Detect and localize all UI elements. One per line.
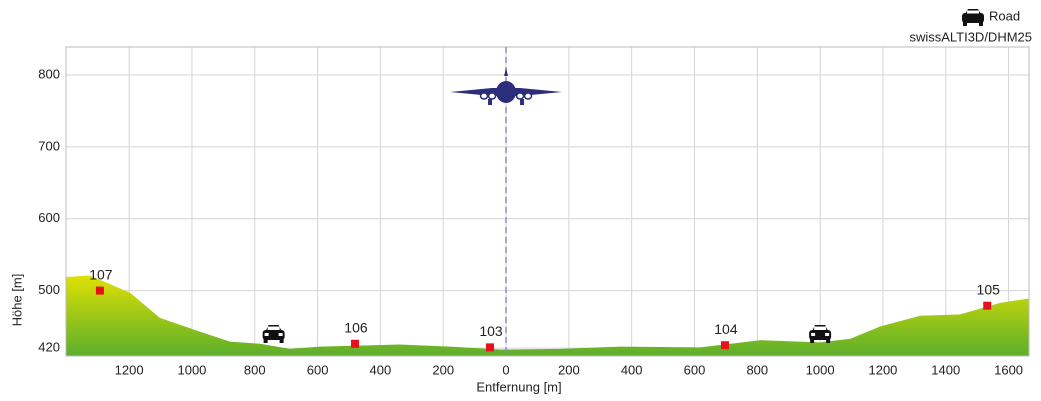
car-wheel bbox=[264, 339, 268, 343]
car-light bbox=[279, 333, 283, 336]
terrain-area bbox=[66, 276, 1029, 356]
airplane-tail bbox=[504, 68, 508, 76]
car-light bbox=[265, 333, 269, 336]
point-label: 107 bbox=[89, 266, 113, 282]
airplane-gear bbox=[520, 99, 524, 105]
legend-road-icon bbox=[962, 9, 984, 26]
x-tick-label: 1000 bbox=[177, 362, 206, 377]
point-marker bbox=[486, 343, 494, 351]
x-tick-label: 400 bbox=[370, 362, 392, 377]
point-label: 106 bbox=[344, 319, 368, 335]
car-wheel bbox=[280, 339, 284, 343]
x-tick-label: 1400 bbox=[931, 362, 960, 377]
x-tick-label: 1600 bbox=[994, 362, 1023, 377]
x-tick-label: 0 bbox=[502, 362, 509, 377]
x-axis-title: Entfernung [m] bbox=[476, 379, 561, 394]
car-window bbox=[268, 327, 280, 331]
x-tick-label: 800 bbox=[244, 362, 266, 377]
point-label: 103 bbox=[479, 323, 503, 339]
airplane-engine bbox=[517, 93, 524, 99]
point-marker bbox=[721, 341, 729, 349]
car-wheel bbox=[826, 339, 830, 343]
x-tick-label: 1200 bbox=[868, 362, 897, 377]
airplane-icon bbox=[450, 68, 562, 105]
y-tick-label: 420 bbox=[38, 340, 60, 355]
airplane-body bbox=[496, 81, 516, 103]
x-tick-label: 1200 bbox=[115, 362, 144, 377]
source-label: swissALTI3D/DHM25 bbox=[909, 29, 1032, 44]
airplane-gear bbox=[488, 99, 492, 105]
x-tick-label: 200 bbox=[558, 362, 580, 377]
airplane-engine bbox=[489, 93, 496, 99]
y-axis-title: Höhe [m] bbox=[9, 274, 24, 327]
point-marker bbox=[96, 287, 104, 295]
airplane-engine bbox=[481, 93, 488, 99]
x-tick-label: 200 bbox=[432, 362, 454, 377]
car-window bbox=[814, 327, 826, 331]
car-wheel bbox=[810, 339, 814, 343]
y-tick-label: 500 bbox=[38, 282, 60, 297]
x-tick-label: 600 bbox=[307, 362, 329, 377]
x-tick-label: 400 bbox=[621, 362, 643, 377]
point-marker bbox=[351, 340, 359, 348]
x-tick-label: 1000 bbox=[806, 362, 835, 377]
legend-label: Road bbox=[989, 8, 1020, 23]
x-tick-label: 800 bbox=[746, 362, 768, 377]
y-tick-label: 700 bbox=[38, 138, 60, 153]
x-tick-label: 600 bbox=[684, 362, 706, 377]
airplane-engine bbox=[525, 93, 532, 99]
chart: Road swissALTI3D/DHM25 Entfernung [m] Hö… bbox=[0, 0, 1041, 401]
point-label: 105 bbox=[977, 281, 1001, 297]
y-tick-label: 800 bbox=[38, 66, 60, 81]
car-light bbox=[825, 333, 829, 336]
y-tick-label: 600 bbox=[38, 210, 60, 225]
road-icon bbox=[263, 325, 285, 343]
point-label: 104 bbox=[714, 321, 738, 337]
car-light bbox=[811, 333, 815, 336]
point-marker bbox=[983, 302, 991, 310]
